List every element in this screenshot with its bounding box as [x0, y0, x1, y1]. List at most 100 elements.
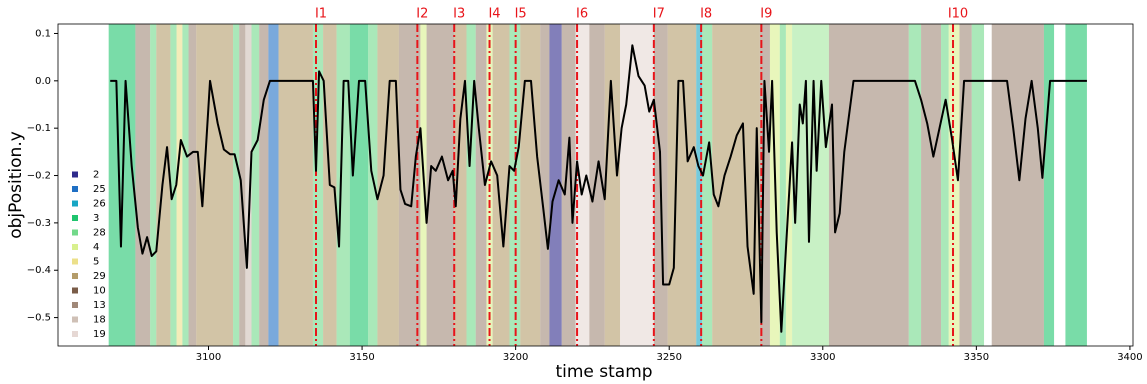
- background-span: [251, 24, 260, 346]
- legend-label: 18: [93, 315, 106, 326]
- legend-label: 4: [93, 242, 99, 253]
- legend-swatch: [72, 186, 78, 192]
- data-line: [110, 44, 1087, 333]
- x-tick-label: 3300: [810, 352, 835, 363]
- marker-label: I5: [515, 7, 527, 22]
- legend-label: 29: [93, 271, 106, 282]
- legend-swatch: [72, 273, 78, 279]
- legend-label: 26: [93, 199, 106, 210]
- background-span: [245, 24, 252, 346]
- background-span: [991, 24, 1044, 346]
- background-span: [779, 24, 786, 346]
- legend-swatch: [72, 229, 78, 236]
- background-span: [948, 24, 960, 346]
- legend-label: 5: [93, 257, 99, 268]
- x-tick-label: 3200: [503, 352, 528, 363]
- marker-label: I10: [948, 7, 968, 22]
- legend-label: 28: [93, 228, 106, 239]
- y-tick-label: 0.1: [35, 28, 51, 39]
- legend-swatch: [72, 258, 78, 265]
- marker-label: I2: [416, 7, 428, 22]
- legend-swatch: [72, 171, 78, 178]
- legend-label: 13: [93, 300, 106, 311]
- background-span: [712, 24, 760, 346]
- background-span: [1043, 24, 1055, 346]
- legend-swatch: [72, 331, 78, 337]
- marker-label: I1: [315, 7, 327, 22]
- y-tick-label: −0.2: [27, 171, 51, 182]
- legend-swatch: [72, 287, 78, 294]
- marker-label: I8: [700, 7, 712, 22]
- background-span: [667, 24, 697, 346]
- background-span: [176, 24, 183, 346]
- y-tick-label: −0.1: [27, 123, 51, 134]
- background-span: [188, 24, 197, 346]
- x-tick-label: 3350: [964, 352, 989, 363]
- background-span: [278, 24, 313, 346]
- y-tick-label: −0.5: [27, 313, 51, 324]
- background-span: [268, 24, 279, 346]
- y-tick-label: 0.0: [35, 76, 51, 87]
- background-span: [696, 24, 703, 346]
- x-tick-label: 3150: [349, 352, 374, 363]
- x-tick-label: 3100: [196, 352, 221, 363]
- background-span: [475, 24, 487, 346]
- legend-label: 10: [93, 286, 106, 297]
- background-span: [540, 24, 550, 346]
- legend-swatch: [72, 244, 78, 250]
- background-span: [941, 24, 949, 346]
- background-span: [233, 24, 240, 346]
- x-tick-label: 3400: [1117, 352, 1142, 363]
- legend-label: 25: [93, 184, 106, 195]
- legend-label: 2: [93, 170, 99, 181]
- background-span: [368, 24, 378, 346]
- background-span: [492, 24, 510, 346]
- x-tick-label: 3250: [656, 352, 681, 363]
- legend-swatch: [72, 215, 78, 221]
- marker-label: I6: [576, 7, 588, 22]
- background-span: [702, 24, 713, 346]
- background-span: [561, 24, 576, 346]
- legend-label: 19: [93, 329, 106, 340]
- background-span: [575, 24, 590, 346]
- background-span: [759, 24, 770, 346]
- background-span: [520, 24, 541, 346]
- background-span: [426, 24, 455, 346]
- legend-label: 3: [93, 213, 99, 224]
- background-span: [135, 24, 151, 346]
- y-axis-label: objPosition.y: [6, 131, 26, 239]
- background-span: [589, 24, 605, 346]
- marker-label: I3: [453, 7, 465, 22]
- marker-label: I7: [653, 7, 665, 22]
- background-span: [150, 24, 157, 346]
- background-span: [259, 24, 269, 346]
- marker-label: I4: [488, 7, 500, 22]
- background-span: [971, 24, 985, 346]
- background-span: [182, 24, 189, 346]
- background-span: [454, 24, 467, 346]
- background-span: [1065, 24, 1087, 346]
- background-span: [620, 24, 654, 346]
- marker-label: I9: [760, 7, 772, 22]
- background-span: [466, 24, 476, 346]
- legend-swatch: [72, 200, 78, 207]
- y-tick-label: −0.3: [27, 218, 51, 229]
- x-axis-label: time stamp: [555, 362, 652, 382]
- background-span: [170, 24, 177, 346]
- plot-frame: [57, 23, 1134, 347]
- background-span: [398, 24, 421, 346]
- legend-swatch: [72, 316, 78, 323]
- background-span: [604, 24, 621, 346]
- background-span: [196, 24, 234, 346]
- background-span: [549, 24, 562, 346]
- background-span: [349, 24, 369, 346]
- background-span: [336, 24, 350, 346]
- background-span: [921, 24, 942, 346]
- background-span: [377, 24, 399, 346]
- background-span: [908, 24, 922, 346]
- background-span: [312, 24, 324, 346]
- y-tick-label: −0.4: [27, 265, 51, 276]
- background-span: [959, 24, 972, 346]
- legend-swatch: [72, 302, 78, 308]
